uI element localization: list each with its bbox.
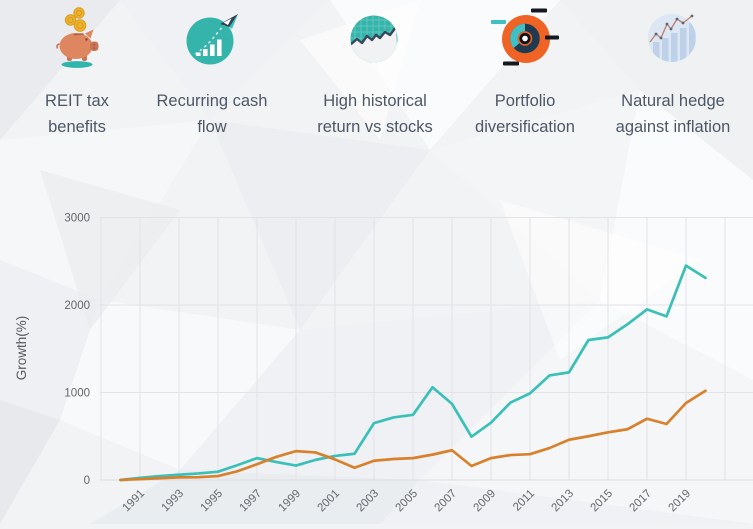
benefit-item-inflation-hedge: Natural hedge against inflation (598, 4, 748, 140)
x-tick-label: 1999 (277, 488, 304, 515)
x-tick-label: 1997 (238, 488, 265, 515)
y-tick-label: 1000 (64, 388, 90, 400)
x-tick-label: 2003 (355, 488, 382, 515)
benefit-label: Portfolio diversification (475, 92, 575, 136)
x-tick-label: 2001 (316, 488, 343, 515)
benefit-label: High historical return vs stocks (317, 92, 433, 136)
y-tick-label: 2000 (64, 300, 90, 312)
stock-area-chart-icon (346, 4, 404, 72)
benefit-label: REIT tax benefits (45, 92, 109, 136)
x-tick-label: 1995 (199, 488, 226, 515)
benefit-label: Recurring cash flow (156, 92, 268, 136)
y-tick-label: 3000 (64, 213, 90, 225)
x-tick-label: 2011 (511, 488, 537, 514)
benefit-item-diversification: Portfolio diversification (458, 4, 592, 140)
bars-trend-line-icon (644, 4, 702, 72)
benefit-item-cash-flow: Recurring cash flow (147, 4, 277, 140)
x-tick-label: 1993 (160, 488, 187, 515)
x-tick-label: 2015 (589, 488, 616, 515)
piggy-bank-coins-icon (49, 4, 105, 72)
series-line-teal (119, 264, 707, 482)
x-tick-label: 2017 (628, 488, 655, 515)
benefit-label: Natural hedge against inflation (615, 92, 731, 136)
benefit-item-reit-tax: REIT tax benefits (22, 4, 132, 140)
growth-chart: 0 1000 2000 3000 1991 1993 1995 1997 1999 2001 200… (0, 185, 753, 524)
benefits-row: REIT tax benefits Recurring cash flow (0, 0, 753, 185)
x-tick-label: 2005 (394, 488, 421, 515)
series-line-orange (119, 389, 707, 482)
x-tick-label: 2019 (667, 488, 694, 515)
x-tick-label: 2009 (472, 488, 499, 515)
x-tick-label: 2013 (550, 488, 577, 515)
x-tick-label: 2007 (433, 488, 460, 515)
y-tick-label: 0 (84, 475, 90, 487)
y-axis-title: Growth(%) (14, 316, 29, 381)
benefit-item-historical-return: High historical return vs stocks (300, 4, 450, 140)
donut-chart-icon (490, 4, 560, 72)
x-tick-label: 1991 (121, 488, 148, 515)
bar-growth-paper-plane-icon (183, 4, 241, 72)
growth-chart-svg: 0 1000 2000 3000 1991 1993 1995 1997 1999 2001 200… (14, 213, 753, 515)
